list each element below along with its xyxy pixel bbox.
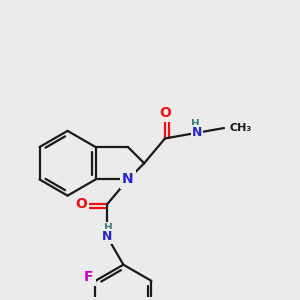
- Text: O: O: [159, 106, 171, 119]
- Text: H: H: [191, 119, 200, 129]
- Text: O: O: [75, 197, 87, 211]
- Text: CH₃: CH₃: [230, 123, 252, 133]
- Text: F: F: [84, 270, 94, 284]
- Text: N: N: [122, 172, 134, 186]
- Text: H: H: [104, 223, 113, 233]
- Text: N: N: [192, 126, 202, 139]
- Text: N: N: [102, 230, 112, 243]
